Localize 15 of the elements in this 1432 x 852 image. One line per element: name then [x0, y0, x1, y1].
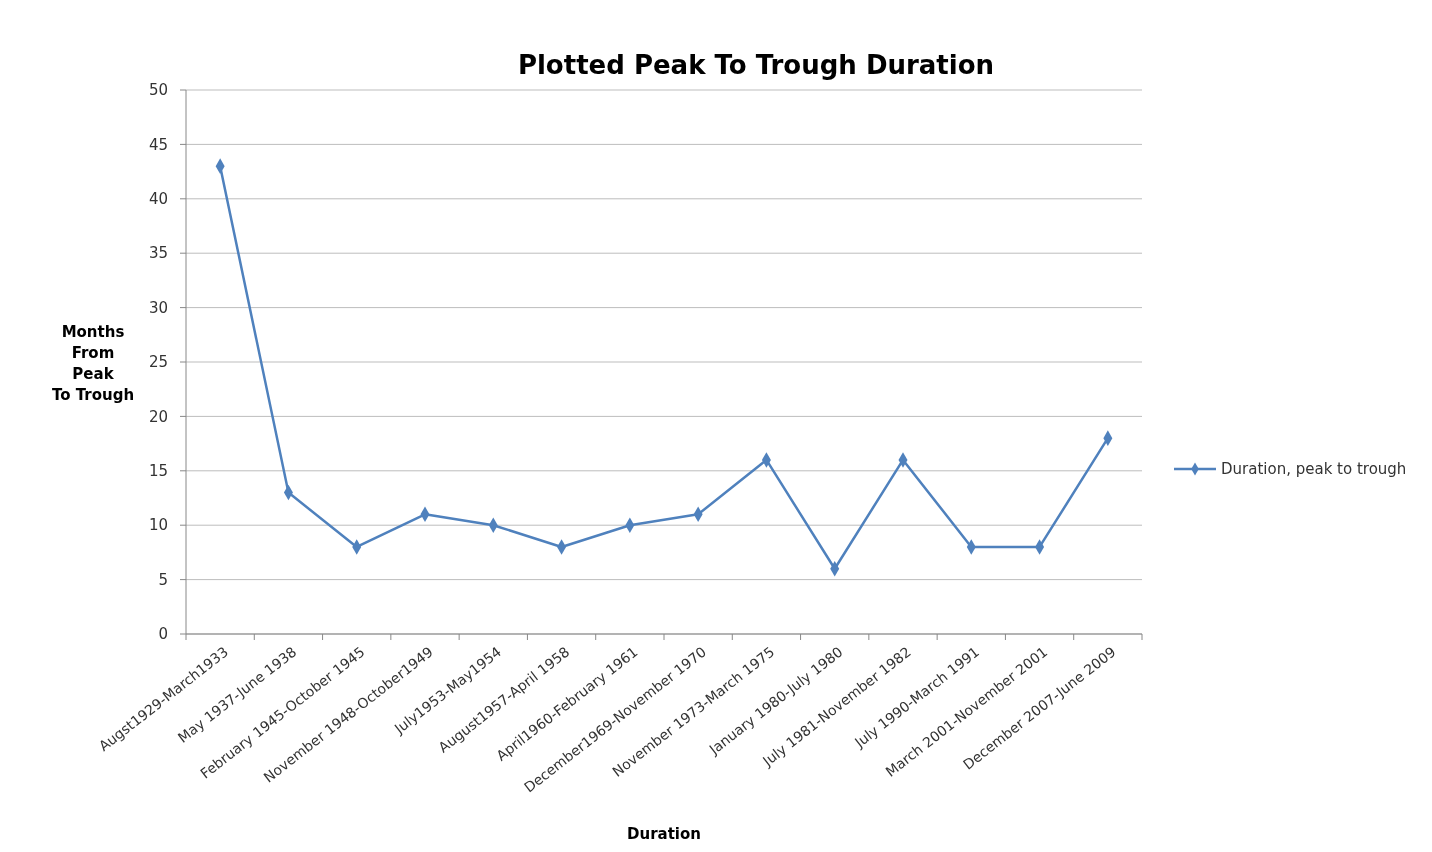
- chart-title: Plotted Peak To Trough Duration: [517, 50, 995, 80]
- y-tick-label: 40: [148, 190, 168, 209]
- y-tick-label: 5: [158, 570, 168, 589]
- y-tick-label: 45: [148, 135, 168, 154]
- x-axis-title: Duration: [627, 825, 701, 843]
- legend-label: Duration, peak to trough: [1221, 460, 1407, 479]
- y-tick-label: 30: [148, 298, 168, 317]
- y-tick-label: 25: [148, 353, 168, 372]
- y-tick-label: 20: [148, 407, 168, 426]
- y-tick-label: 35: [148, 244, 168, 263]
- y-tick-label: 15: [148, 462, 168, 481]
- y-tick-label: 10: [148, 516, 168, 535]
- y-tick-label: 0: [158, 625, 168, 644]
- y-tick-label: 50: [148, 81, 168, 100]
- y-axis-title: Months From Peak To Trough: [51, 323, 135, 404]
